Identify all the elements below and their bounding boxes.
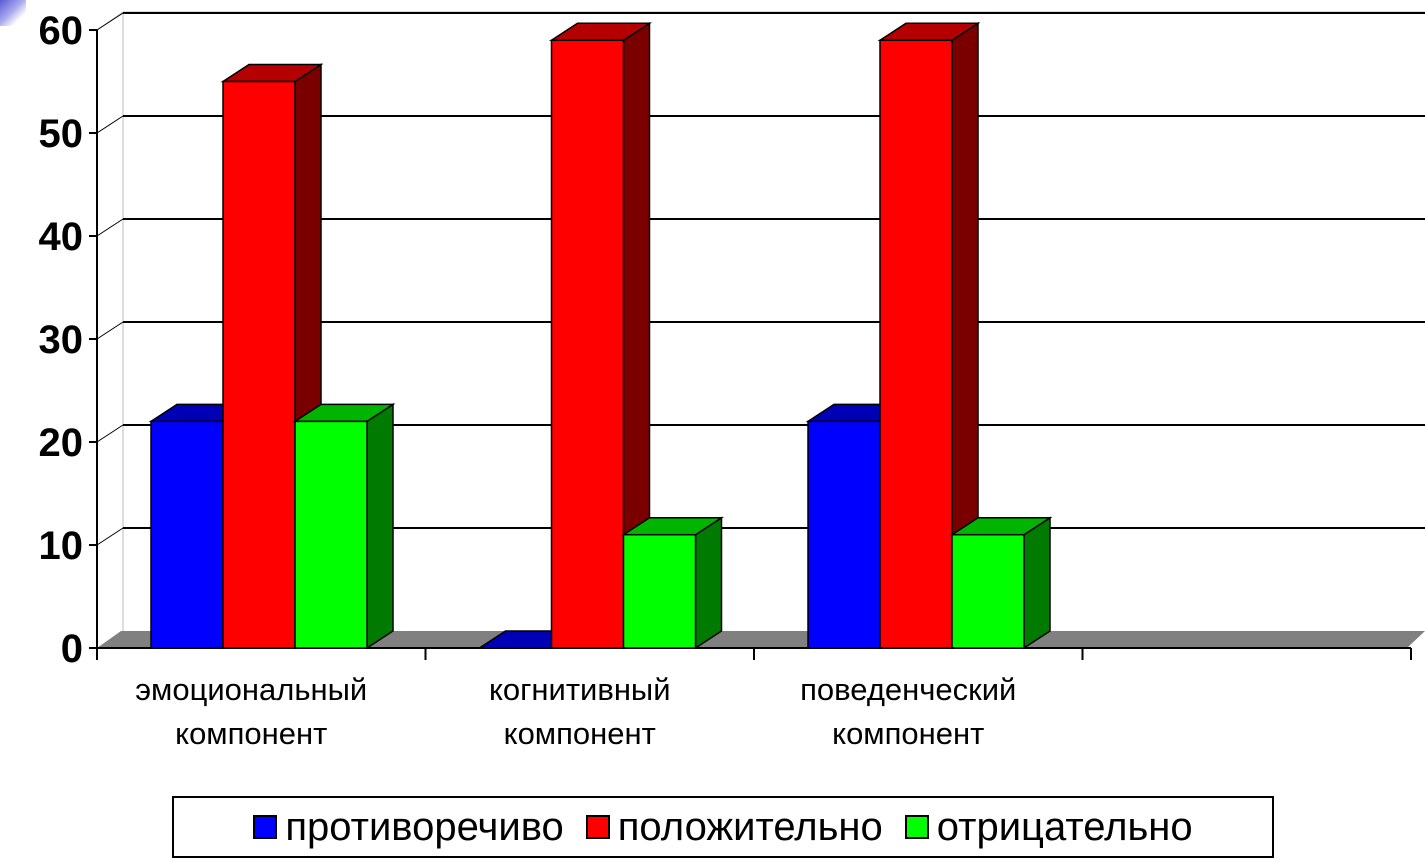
bar	[294, 420, 368, 649]
bar	[222, 80, 296, 649]
gridline-connector	[96, 527, 124, 546]
bar	[550, 39, 625, 649]
x-tick-label: когнитивный	[489, 672, 671, 707]
chart-legend: противоречиво положительно отрицательно	[172, 796, 1274, 858]
bar	[150, 420, 224, 649]
legend-swatch-contradictory	[253, 815, 278, 839]
legend-item-negative: отрицательно	[904, 805, 1193, 849]
bar	[951, 533, 1025, 649]
legend-item-contradictory: противоречиво	[253, 805, 564, 849]
bar-side-face	[1023, 516, 1051, 650]
y-tick-label: 20	[39, 421, 84, 465]
x-tick-label: поведенческий	[800, 672, 1016, 707]
bar-side-face	[366, 403, 394, 650]
gridline-connector	[96, 424, 124, 443]
gridline-connector	[96, 115, 124, 134]
chart-floor	[97, 631, 1425, 648]
y-tick-label: 40	[39, 215, 84, 259]
legend-label-positive: положительно	[617, 805, 883, 849]
bar	[622, 533, 697, 649]
bar-side-face	[694, 516, 723, 650]
y-tick-label: 50	[39, 112, 84, 156]
y-tick-label: 60	[39, 9, 84, 53]
slide-corner-decoration	[0, 0, 26, 26]
x-tick-label: компонент	[175, 716, 327, 751]
y-tick-label: 30	[39, 318, 84, 362]
gridline-connector	[96, 218, 124, 237]
x-tick-label: компонент	[832, 716, 984, 751]
bar	[879, 39, 953, 649]
y-tick-label: 0	[61, 627, 83, 671]
bar	[807, 420, 881, 649]
legend-swatch-negative	[904, 815, 929, 839]
legend-swatch-positive	[585, 815, 610, 839]
gridline-connector	[96, 12, 124, 31]
y-tick-label: 10	[39, 524, 84, 568]
legend-label-contradictory: противоречиво	[285, 805, 564, 849]
gridline-connector	[96, 321, 124, 340]
legend-item-positive: положительно	[585, 805, 883, 849]
legend-label-negative: отрицательно	[936, 805, 1193, 849]
x-tick-label: эмоциональный	[135, 672, 367, 707]
x-tick-label: компонент	[504, 716, 656, 751]
